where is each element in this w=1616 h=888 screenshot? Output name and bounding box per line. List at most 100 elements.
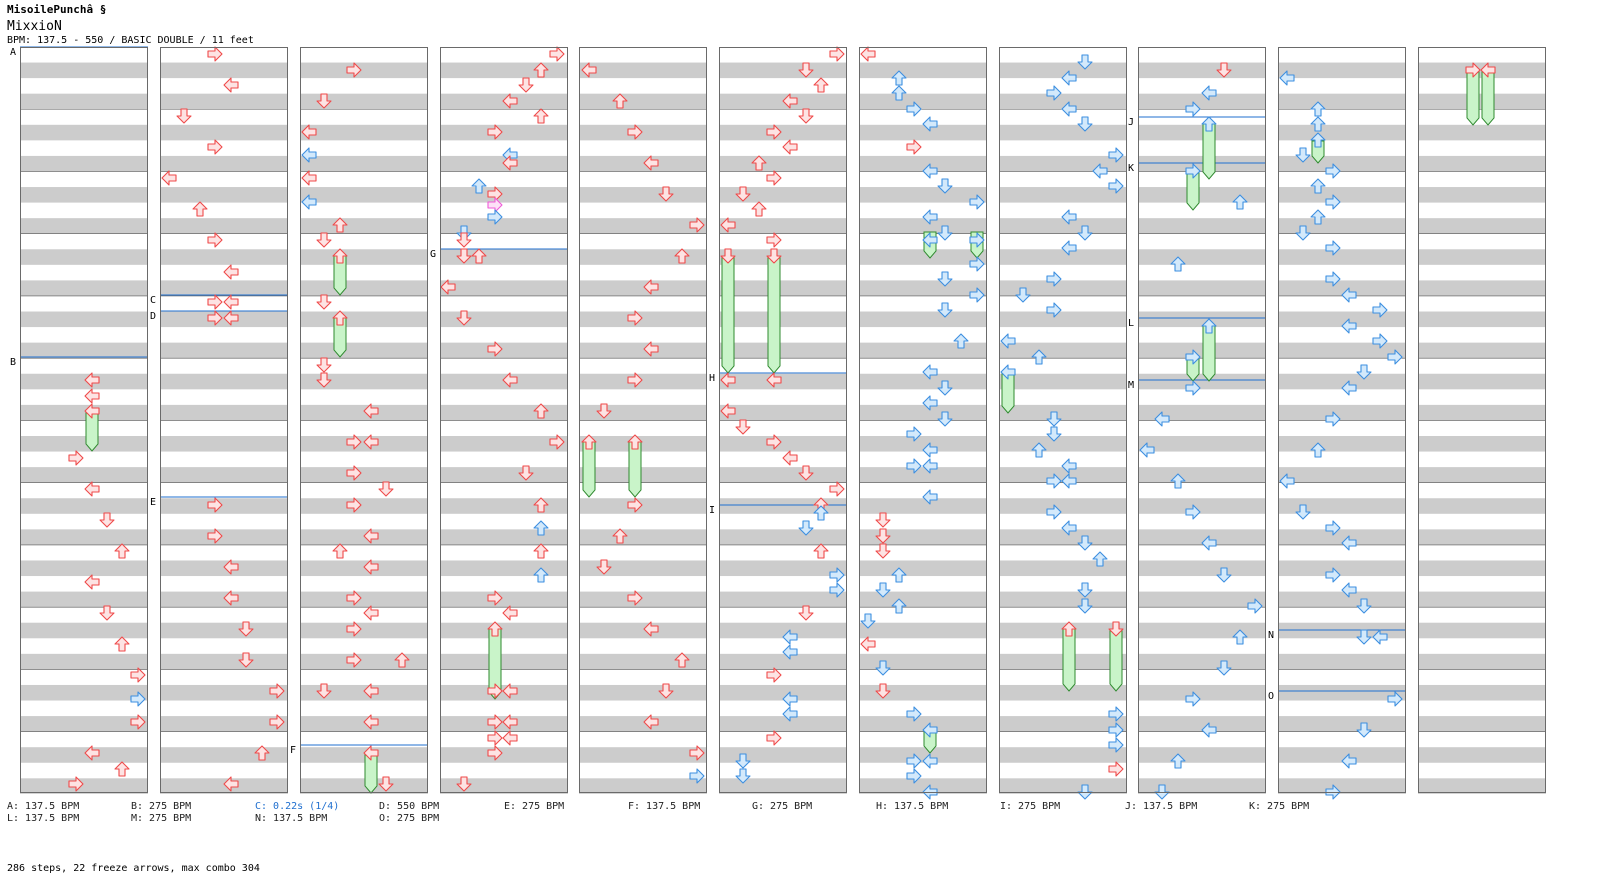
stripe [440, 778, 568, 794]
stripe [1138, 249, 1266, 265]
stripe [160, 684, 288, 701]
stripe [300, 218, 428, 234]
step-arrow [363, 403, 379, 419]
stripe [719, 653, 847, 670]
stripe [719, 529, 847, 545]
stripe [160, 187, 288, 203]
stripe [719, 778, 847, 794]
column-frame [160, 47, 288, 793]
stripe [20, 747, 148, 763]
step-arrow [798, 465, 814, 481]
section-mark: H [709, 373, 715, 384]
step-arrow [906, 458, 922, 474]
step-arrow [906, 706, 922, 722]
stripe [999, 62, 1127, 79]
step-arrow [363, 559, 379, 575]
stripe [859, 653, 987, 670]
step-arrow [1092, 163, 1108, 179]
stripe [300, 280, 428, 296]
freeze-arrow [1062, 628, 1076, 692]
stripe [1138, 591, 1266, 608]
step-arrow [813, 77, 829, 93]
step-arrow [1310, 442, 1326, 458]
stripe [999, 311, 1127, 328]
stripe [719, 342, 847, 359]
step-arrow [238, 652, 254, 668]
column-frame [719, 47, 847, 793]
step-arrow [456, 776, 472, 792]
step-arrow [937, 271, 953, 287]
stripe [1278, 498, 1406, 514]
step-arrow [1356, 598, 1372, 614]
stripe [719, 436, 847, 452]
step-arrow [1341, 753, 1357, 769]
step-arrow [533, 543, 549, 559]
step-arrow [1201, 722, 1217, 738]
step-arrow [332, 248, 348, 264]
step-arrow [782, 691, 798, 707]
stripe [859, 187, 987, 203]
step-arrow [658, 186, 674, 202]
step-arrow [487, 621, 503, 637]
stripe [20, 155, 148, 172]
step-arrow [378, 776, 394, 792]
bpm-legend-item: D: 550 BPM [379, 801, 440, 812]
stripe [859, 280, 987, 296]
step-arrow [1077, 535, 1093, 551]
step-arrow [533, 497, 549, 513]
section-mark: L [1128, 318, 1134, 329]
step-arrow [735, 419, 751, 435]
stripe [1418, 684, 1546, 701]
stripe [440, 436, 568, 452]
stripe [1278, 373, 1406, 390]
step-arrow [130, 714, 146, 730]
stripe [300, 684, 428, 701]
step-arrow [363, 528, 379, 544]
step-arrow [1325, 411, 1341, 427]
song-title: MisoilePunchâ § [7, 3, 107, 16]
stripe [440, 124, 568, 141]
step-arrow [502, 372, 518, 388]
step-arrow [487, 209, 503, 225]
section-mark: G [430, 249, 436, 260]
step-arrow [720, 248, 736, 264]
stripe [300, 373, 428, 390]
step-arrow [1232, 194, 1248, 210]
stripe [440, 62, 568, 79]
stripe [859, 498, 987, 514]
stripe [719, 467, 847, 483]
step-arrow [922, 489, 938, 505]
step-arrow [1046, 271, 1062, 287]
step-arrow [114, 543, 130, 559]
step-arrow [301, 194, 317, 210]
step-arrow [674, 652, 690, 668]
stripe [859, 747, 987, 763]
stripe [719, 124, 847, 141]
step-arrow [643, 621, 659, 637]
step-arrow [1061, 621, 1077, 637]
step-arrow [875, 528, 891, 544]
stripe [859, 716, 987, 732]
bpm-legend-item: H: 137.5 BPM [876, 801, 949, 812]
stripe [160, 311, 288, 328]
step-arrow [192, 201, 208, 217]
stripe [1418, 187, 1546, 203]
stripe [719, 62, 847, 79]
stripe [579, 124, 707, 141]
step-arrow [1077, 582, 1093, 598]
step-arrow [518, 77, 534, 93]
stripe [1278, 436, 1406, 452]
step-arrow [332, 217, 348, 233]
stripe [1278, 218, 1406, 234]
stripe [20, 373, 148, 390]
stripe [859, 249, 987, 265]
step-arrow [533, 567, 549, 583]
stripe [1278, 529, 1406, 545]
step-arrow [1232, 629, 1248, 645]
step-arrow [114, 761, 130, 777]
step-arrow [84, 481, 100, 497]
section-marks: A B CD E F G H I J K L M N O [10, 47, 1274, 756]
step-arrow [378, 481, 394, 497]
step-arrow [1341, 318, 1357, 334]
step-arrow [720, 372, 736, 388]
